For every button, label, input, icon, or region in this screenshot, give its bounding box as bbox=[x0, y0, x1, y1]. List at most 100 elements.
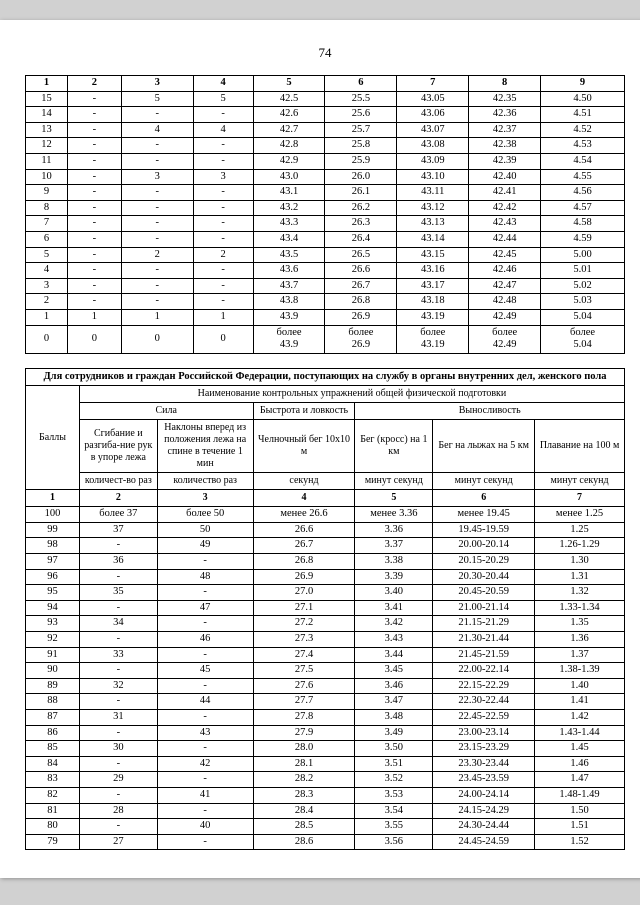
table-cell: 3.40 bbox=[355, 585, 433, 601]
table-cell: 42.49 bbox=[469, 309, 541, 325]
table-cell: 25.8 bbox=[325, 138, 397, 154]
table-cell: 42.48 bbox=[469, 294, 541, 310]
table-cell: 4.57 bbox=[541, 200, 625, 216]
table-cell: 3.47 bbox=[355, 694, 433, 710]
table2-col-num: 6 bbox=[433, 490, 535, 507]
table-row: 9535-27.03.4020.45-20.591.32 bbox=[26, 585, 625, 601]
table-cell: 3.55 bbox=[355, 819, 433, 835]
table-cell: 1.26-1.29 bbox=[535, 538, 625, 554]
table-cell: - bbox=[67, 185, 121, 201]
table-cell: 5.02 bbox=[541, 278, 625, 294]
table-cell: 1 bbox=[193, 309, 253, 325]
table-cell: 42.40 bbox=[469, 169, 541, 185]
table1-col-header: 9 bbox=[541, 76, 625, 92]
table-cell: 1 bbox=[121, 309, 193, 325]
table-cell: 35 bbox=[79, 585, 157, 601]
table-row: 80-4028.53.5524.30-24.441.51 bbox=[26, 819, 625, 835]
table-row: 9736-26.83.3820.15-20.291.30 bbox=[26, 554, 625, 570]
table-cell: менее 3.36 bbox=[355, 507, 433, 523]
table-cell: 0 bbox=[193, 325, 253, 353]
table-cell: 3.38 bbox=[355, 554, 433, 570]
table-cell: 4.50 bbox=[541, 91, 625, 107]
table-cell: - bbox=[67, 263, 121, 279]
table-cell: 100 bbox=[26, 507, 80, 523]
table-cell: 43.6 bbox=[253, 263, 325, 279]
table-cell: 2 bbox=[26, 294, 68, 310]
table-cell: 1.31 bbox=[535, 569, 625, 585]
table-cell: 28.4 bbox=[253, 803, 355, 819]
page: 74 12345678915-5542.525.543.0542.354.501… bbox=[0, 20, 640, 878]
table1-col-header: 2 bbox=[67, 76, 121, 92]
table-cell: 28.1 bbox=[253, 756, 355, 772]
table-cell: 34 bbox=[79, 616, 157, 632]
table-cell: 27.6 bbox=[253, 678, 355, 694]
table-cell: 3.43 bbox=[355, 632, 433, 648]
table-cell: 21.00-21.14 bbox=[433, 600, 535, 616]
table-cell: - bbox=[67, 247, 121, 263]
table-cell: 3.41 bbox=[355, 600, 433, 616]
table-cell: - bbox=[79, 725, 157, 741]
table-cell: 22.00-22.14 bbox=[433, 663, 535, 679]
table-cell: 27.7 bbox=[253, 694, 355, 710]
table-cell: 43.13 bbox=[397, 216, 469, 232]
table-cell: 1.37 bbox=[535, 647, 625, 663]
table-row: 86-4327.93.4923.00-23.141.43-1.44 bbox=[26, 725, 625, 741]
table-cell: - bbox=[157, 647, 253, 663]
table-cell: 27.0 bbox=[253, 585, 355, 601]
table2-col-num: 5 bbox=[355, 490, 433, 507]
table-cell: 3.36 bbox=[355, 522, 433, 538]
table-row: 11---42.925.943.0942.394.54 bbox=[26, 153, 625, 169]
table-cell: 42.8 bbox=[253, 138, 325, 154]
table-cell: 13 bbox=[26, 122, 68, 138]
table-cell: 42.36 bbox=[469, 107, 541, 123]
table-cell: 42.9 bbox=[253, 153, 325, 169]
table-cell: 1.35 bbox=[535, 616, 625, 632]
table-cell: 42.47 bbox=[469, 278, 541, 294]
table-cell: 3.37 bbox=[355, 538, 433, 554]
table-cell: 87 bbox=[26, 710, 80, 726]
table-cell: 24.15-24.29 bbox=[433, 803, 535, 819]
table-cell: - bbox=[121, 185, 193, 201]
table-cell: 3.39 bbox=[355, 569, 433, 585]
table-cell: - bbox=[193, 200, 253, 216]
table-cell: - bbox=[157, 554, 253, 570]
col3: Челночный бег 10x10 м bbox=[253, 420, 355, 473]
table-cell: - bbox=[193, 263, 253, 279]
table-row: 4---43.626.643.1642.465.01 bbox=[26, 263, 625, 279]
table-cell: менее 26.6 bbox=[253, 507, 355, 523]
table-cell: 79 bbox=[26, 834, 80, 850]
table-cell: - bbox=[193, 138, 253, 154]
table-cell: 28.5 bbox=[253, 819, 355, 835]
table-cell: 1.36 bbox=[535, 632, 625, 648]
table-cell: 4.56 bbox=[541, 185, 625, 201]
table-cell: менее 1.25 bbox=[535, 507, 625, 523]
table-row: 12---42.825.843.0842.384.53 bbox=[26, 138, 625, 154]
table-cell: 43.07 bbox=[397, 122, 469, 138]
table-cell: - bbox=[157, 616, 253, 632]
table-cell: 26.6 bbox=[325, 263, 397, 279]
table-cell: 27.3 bbox=[253, 632, 355, 648]
table-cell: 27.9 bbox=[253, 725, 355, 741]
table-cell: 26.8 bbox=[325, 294, 397, 310]
table2-title: Для сотрудников и граждан Российской Фед… bbox=[26, 368, 625, 386]
table-cell: 42.7 bbox=[253, 122, 325, 138]
table-cell: 81 bbox=[26, 803, 80, 819]
table-cell: 21.45-21.59 bbox=[433, 647, 535, 663]
table-cell: 26.4 bbox=[325, 231, 397, 247]
table1-col-header: 4 bbox=[193, 76, 253, 92]
table-cell: 30 bbox=[79, 741, 157, 757]
table-row: 9133-27.43.4421.45-21.591.37 bbox=[26, 647, 625, 663]
table-cell: 43.08 bbox=[397, 138, 469, 154]
col2b: Наклоны вперед из положения лежа на спин… bbox=[157, 420, 253, 473]
table-cell: 1.30 bbox=[535, 554, 625, 570]
table-cell: 43.3 bbox=[253, 216, 325, 232]
table-cell: 19.45-19.59 bbox=[433, 522, 535, 538]
table-cell: более 37 bbox=[79, 507, 157, 523]
table-cell: 26.9 bbox=[325, 309, 397, 325]
table-1: 12345678915-5542.525.543.0542.354.5014--… bbox=[25, 75, 625, 354]
table-cell: - bbox=[79, 756, 157, 772]
table-cell: 21.30-21.44 bbox=[433, 632, 535, 648]
table-cell: 24.45-24.59 bbox=[433, 834, 535, 850]
table-cell: 28.2 bbox=[253, 772, 355, 788]
table-cell: 43.18 bbox=[397, 294, 469, 310]
